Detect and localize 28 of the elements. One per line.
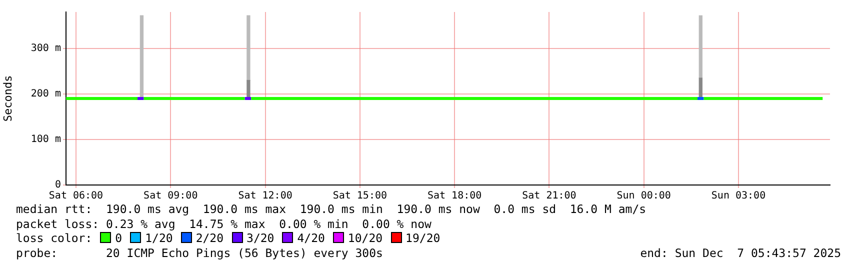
x-tick-label: Sun 03:00 <box>711 190 766 202</box>
legend-label: 0 <box>115 231 122 245</box>
bar <box>246 15 250 81</box>
x-tick-label: Sat 09:00 <box>144 190 198 202</box>
x-tick-label: Sat 12:00 <box>238 190 292 202</box>
text: packet loss: 0.23 % avg 14.75 % max 0.00 % min 0.00 % now <box>16 216 432 231</box>
legend-label: 3/20 <box>246 231 274 245</box>
bar <box>698 15 702 78</box>
legend-label: 1/20 <box>145 231 173 245</box>
x-tick-label: Sat 06:00 <box>48 190 104 202</box>
legend-label: 19/20 <box>406 231 440 245</box>
bar <box>140 15 144 99</box>
legend-title: loss color: <box>16 231 92 245</box>
y-tick-label: 300 m <box>30 43 61 54</box>
y-tick-label: 200 m <box>30 88 61 100</box>
y-tick-label: 0 <box>54 180 61 191</box>
legend-label: 4/20 <box>297 231 325 245</box>
y-tick-label: 100 m <box>30 134 61 146</box>
y-axis-title: Seconds <box>1 75 14 122</box>
text: median rtt: 190.0 ms avg 190.0 ms max 190.0 ms min 190.0 ms now 0.0 ms sd 16.0 M am/s <box>16 202 648 216</box>
legend-label: 10/20 <box>348 231 383 245</box>
x-tick-label: Sat 15:00 <box>332 190 388 202</box>
text: end: Sun Dec 7 05:43:57 2025 <box>640 246 841 260</box>
text: probe: 20 ICMP Echo Pings (56 Bytes) every 300s <box>16 246 383 260</box>
x-tick-label: Sat 18:00 <box>427 190 482 202</box>
x-tick-label: Sat 21:00 <box>522 190 576 202</box>
legend-label: 2/20 <box>196 231 224 245</box>
x-tick-label: Sun 00:00 <box>616 190 671 202</box>
